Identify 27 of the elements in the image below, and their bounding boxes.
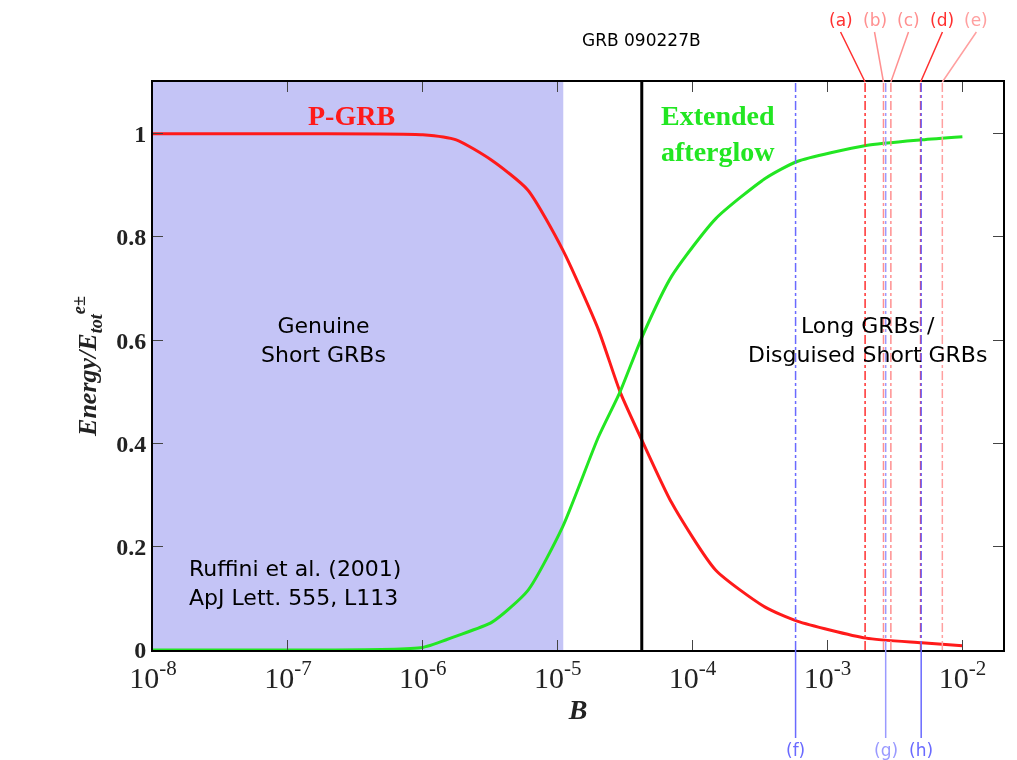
x-tick-label: 10$^{-5}$ <box>533 656 582 694</box>
ref-line-label: (e) <box>964 10 988 30</box>
x-tick-label: 10$^{-7}$ <box>264 656 312 694</box>
series-label: Extended afterglow <box>661 100 776 168</box>
ref-line-label: (g) <box>874 740 899 760</box>
annotation: Genuine Short GRBs <box>261 313 386 367</box>
y-tick-label: 0.4 <box>116 430 147 457</box>
x-tick-label: 10$^{-2}$ <box>938 656 987 694</box>
y-tick-label: 0.2 <box>116 534 147 561</box>
ref-line-label: GRB 090227B <box>582 30 701 50</box>
series-label: P-GRB <box>308 100 396 131</box>
ref-line-label: (f) <box>786 740 806 760</box>
annotation: Ruffini et al. (2001) ApJ Lett. 555, L113 <box>189 556 402 610</box>
y-tick-label: 0 <box>134 637 147 664</box>
annotation: Long GRBs / Disguised Short GRBs <box>748 313 988 367</box>
ref-line-label: (a) <box>829 10 853 30</box>
ref-line-label: (b) <box>863 10 888 30</box>
ref-line-label: (d) <box>930 10 955 30</box>
ref-line-label: (h) <box>909 740 934 760</box>
ref-line-label: (c) <box>897 10 920 30</box>
x-tick-label: 10$^{-3}$ <box>803 656 852 694</box>
y-tick-label: 0.8 <box>116 224 147 251</box>
x-axis-title: B <box>567 694 588 725</box>
x-tick-label: 10$^{-6}$ <box>399 656 447 694</box>
y-tick-label: 1 <box>134 121 147 148</box>
y-tick-label: 0.6 <box>116 327 147 354</box>
x-tick-label: 10$^{-4}$ <box>668 656 717 694</box>
